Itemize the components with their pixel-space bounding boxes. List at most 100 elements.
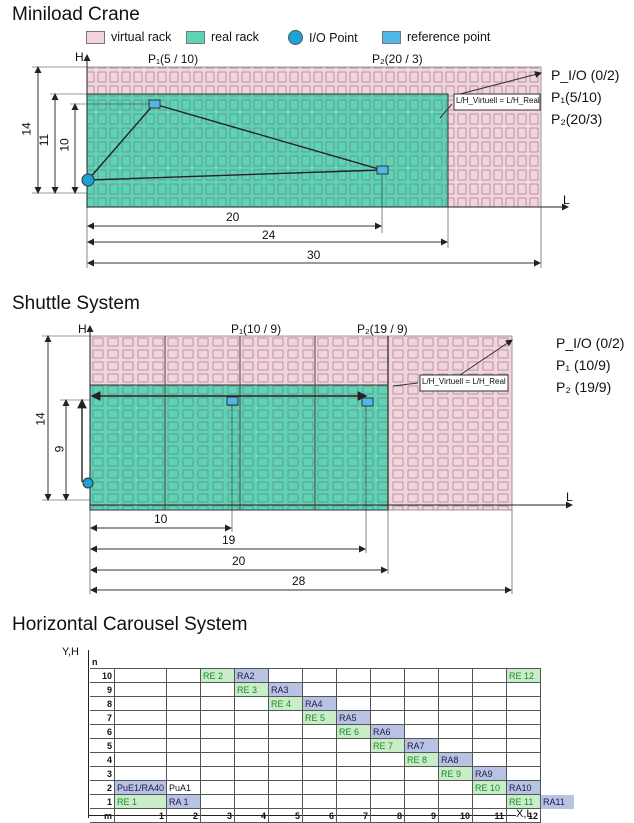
carousel-cell	[370, 710, 406, 725]
shuttle-diagram	[42, 325, 573, 594]
carousel-cell	[302, 738, 338, 753]
carousel-cell: RA3	[268, 682, 304, 697]
legend-real: real rack	[186, 30, 259, 44]
miniload-dim-14: 14	[19, 122, 34, 136]
shuttle-p1-marker	[226, 396, 239, 406]
miniload-dim-20: 20	[226, 210, 240, 224]
carousel-cell	[336, 766, 372, 781]
carousel-cell	[234, 710, 270, 725]
carousel-cell	[506, 738, 542, 753]
miniload-ratio-box	[453, 93, 541, 111]
carousel-cell	[302, 766, 338, 781]
io-point-icon	[288, 30, 303, 45]
carousel-cell	[370, 696, 406, 711]
carousel-column-number: 3	[200, 808, 236, 823]
carousel-cell	[302, 682, 338, 697]
carousel-cell	[200, 724, 236, 739]
carousel-cell	[113, 710, 168, 725]
carousel-y-arrow	[88, 650, 89, 818]
carousel-grid: 10 RE 2 RA2 RE 12 9 RE 3 RA3 8 RE 4 RA4 7 RE 5 RA5 6 R…	[90, 668, 575, 823]
carousel-cell	[541, 767, 575, 781]
carousel-cell	[302, 794, 338, 809]
miniload-p1-label: P₁(5 / 10)	[148, 52, 199, 66]
carousel-cell	[113, 752, 168, 767]
carousel-row: 8 RE 4 RA4	[90, 696, 574, 711]
carousel-cell	[113, 682, 168, 697]
carousel-cell	[166, 682, 202, 697]
carousel-column-number: 10	[438, 808, 474, 823]
legend-real-label: real rack	[211, 30, 259, 44]
carousel-cell	[370, 752, 406, 767]
carousel-cell: RE 11	[506, 794, 542, 809]
carousel-cell	[404, 696, 440, 711]
carousel-cell: PuA1	[166, 780, 202, 795]
carousel-cell	[438, 794, 474, 809]
carousel-cell	[506, 724, 542, 739]
carousel-column-number: 6	[302, 808, 338, 823]
shuttle-ratio-box	[419, 374, 509, 392]
carousel-cell	[506, 682, 542, 697]
carousel-cell	[166, 668, 202, 683]
carousel-cell	[336, 738, 372, 753]
carousel-column-header-row: m 1 2 3 4 5 6 7 8 9 10 11 12	[90, 808, 574, 823]
carousel-row-number: 8	[90, 696, 115, 711]
legend-ref: reference point	[382, 30, 490, 44]
carousel-cell	[438, 710, 474, 725]
carousel-cell	[472, 682, 508, 697]
carousel-cell	[200, 710, 236, 725]
miniload-point-p2: P₂(20/3)	[551, 111, 603, 127]
carousel-cell	[200, 738, 236, 753]
carousel-cell: RE 5	[302, 710, 338, 725]
carousel-cell: RE 12	[506, 668, 542, 683]
carousel-cell: RE 7	[370, 738, 406, 753]
carousel-cell	[234, 696, 270, 711]
carousel-cell	[234, 752, 270, 767]
carousel-cell	[200, 766, 236, 781]
miniload-axis-h: H	[75, 50, 84, 64]
miniload-diagram	[32, 54, 569, 268]
shuttle-dim-20: 20	[232, 554, 246, 568]
carousel-cell	[541, 683, 575, 697]
carousel-cell: RA6	[370, 724, 406, 739]
miniload-io-point	[81, 173, 95, 187]
carousel-cell	[113, 766, 168, 781]
carousel-column-number: 1	[113, 808, 168, 823]
carousel-cell	[268, 724, 304, 739]
carousel-cell: RA2	[234, 668, 270, 683]
carousel-cell	[268, 738, 304, 753]
carousel-cell: RE 10	[472, 780, 508, 795]
carousel-cell	[472, 710, 508, 725]
carousel-cell: RA7	[404, 738, 440, 753]
carousel-title: Horizontal Carousel System	[12, 614, 248, 635]
miniload-travel-path	[87, 103, 383, 181]
carousel-cell	[234, 794, 270, 809]
carousel-cell: RE 9	[438, 766, 474, 781]
shuttle-dim-28: 28	[292, 574, 306, 588]
carousel-cell	[336, 682, 372, 697]
carousel-cell	[268, 752, 304, 767]
real-rack-swatch	[186, 30, 205, 44]
carousel-cell	[268, 794, 304, 809]
shuttle-title: Shuttle System	[12, 293, 140, 314]
shuttle-point-io: P_I/O (0/2)	[556, 335, 625, 351]
carousel-cell	[268, 668, 304, 683]
carousel-cell	[166, 766, 202, 781]
carousel-row: 4 RE 8 RA8	[90, 752, 574, 767]
carousel-cell	[302, 752, 338, 767]
carousel-row-number: 1	[90, 794, 115, 809]
carousel-cell: RA11	[540, 794, 575, 809]
carousel-row: 1 RE 1 RA 1 RE 11 RA11	[90, 794, 575, 809]
miniload-dim-10: 10	[57, 138, 72, 152]
shuttle-axis-h: H	[78, 322, 87, 336]
carousel-cell	[506, 766, 542, 781]
carousel-cell	[234, 738, 270, 753]
carousel-corner-n: n	[92, 657, 98, 667]
legend-io-label: I/O Point	[309, 30, 358, 45]
miniload-dim-30: 30	[307, 248, 321, 262]
shuttle-dim-10: 10	[154, 512, 168, 526]
carousel-cell	[541, 739, 575, 753]
carousel-cell	[541, 781, 575, 795]
carousel-cell	[438, 780, 474, 795]
carousel-row-number: 7	[90, 710, 115, 725]
miniload-point-p1: P₁(5/10)	[551, 89, 602, 105]
